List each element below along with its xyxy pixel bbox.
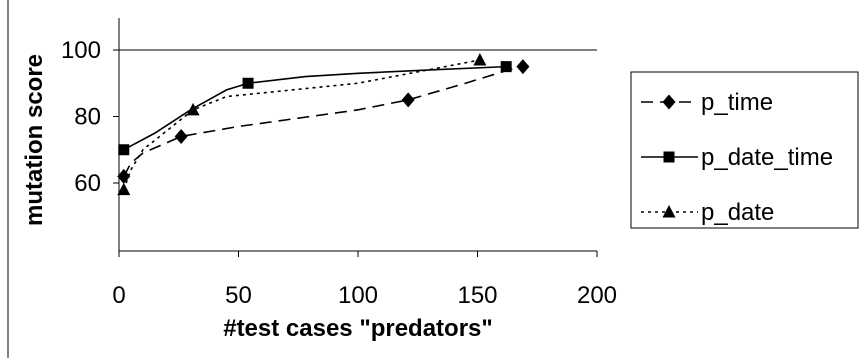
legend: p_time p_date_time p_date bbox=[630, 71, 859, 229]
legend-label-p-date-time: p_date_time bbox=[701, 144, 833, 171]
x-tick-label: 0 bbox=[112, 282, 125, 309]
data-point-p-time bbox=[117, 168, 131, 184]
y-tick-label: 80 bbox=[74, 104, 101, 131]
x-tick-label: 100 bbox=[338, 282, 378, 309]
legend-label-p-time: p_time bbox=[701, 89, 773, 116]
series-layer bbox=[117, 52, 530, 196]
x-axis-title: #test cases "predators" bbox=[223, 315, 493, 342]
y-axis-title: mutation score bbox=[21, 54, 48, 226]
x-tick-label: 150 bbox=[457, 282, 497, 309]
data-point-p-date-time bbox=[118, 144, 130, 156]
x-tick-label: 50 bbox=[225, 282, 252, 309]
legend-marker-p-time bbox=[662, 94, 676, 110]
series-line-p-time bbox=[123, 65, 524, 177]
axes: 60 80 100 0 50 100 150 200 #test cases "predator… bbox=[21, 18, 617, 342]
y-tick-label: 100 bbox=[61, 37, 101, 64]
x-tick-label: 200 bbox=[577, 282, 617, 309]
data-point-p-date bbox=[117, 182, 131, 196]
legend-label-p-date: p_date bbox=[701, 199, 774, 226]
series-line-p-date bbox=[123, 59, 481, 190]
data-point-p-date-time bbox=[500, 61, 512, 73]
data-point-p-date bbox=[186, 102, 200, 116]
data-point-p-time bbox=[401, 92, 415, 108]
data-point-p-date-time bbox=[242, 77, 254, 89]
y-tick-label: 60 bbox=[74, 170, 101, 197]
data-point-p-date bbox=[473, 52, 487, 66]
legend-marker-p-date-time bbox=[663, 151, 675, 163]
data-point-p-time bbox=[174, 128, 188, 144]
legend-marker-p-date bbox=[662, 205, 676, 218]
data-point-p-time bbox=[516, 59, 530, 75]
